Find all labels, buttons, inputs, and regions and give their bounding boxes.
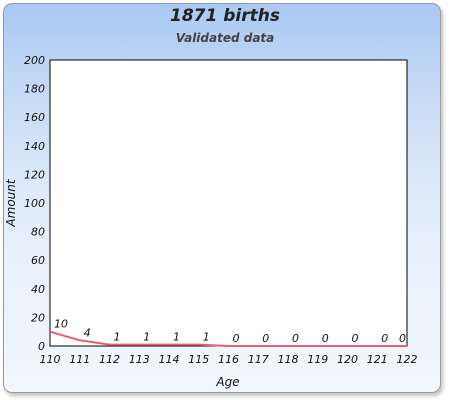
x-tick-label: 111 xyxy=(69,353,90,366)
plot-area xyxy=(49,59,408,347)
y-tick-label: 40 xyxy=(31,283,45,296)
data-label: 0 xyxy=(322,332,329,345)
y-axis-ticks: 0 20 40 60 80 100 120 140 160 180 200 xyxy=(24,54,45,353)
data-label: 0 xyxy=(262,332,269,345)
y-tick-label: 180 xyxy=(24,83,45,96)
x-tick-label: 120 xyxy=(337,353,358,366)
data-label: 1 xyxy=(203,331,210,344)
chart-title: 1871 births xyxy=(170,6,280,26)
x-tick-label: 112 xyxy=(99,353,120,366)
data-label: 0 xyxy=(292,332,299,345)
data-label: 1 xyxy=(173,331,180,344)
x-tick-label: 114 xyxy=(159,353,180,366)
chart-subtitle: Validated data xyxy=(175,31,275,45)
y-tick-label: 60 xyxy=(31,254,45,267)
data-label: 1 xyxy=(143,331,150,344)
data-label: 10 xyxy=(54,318,68,331)
series-line xyxy=(49,330,407,347)
y-tick-label: 120 xyxy=(24,168,45,181)
y-tick-label: 140 xyxy=(24,140,45,153)
x-axis-label: Age xyxy=(215,375,239,389)
x-tick-label: 119 xyxy=(307,353,328,366)
data-label: 1 xyxy=(114,331,121,344)
y-tick-label: 100 xyxy=(24,197,45,210)
data-label: 0 xyxy=(381,332,388,345)
y-tick-label: 0 xyxy=(38,340,45,353)
y-tick-label: 200 xyxy=(24,54,45,67)
data-label: 4 xyxy=(84,326,91,339)
y-axis-label: Amount xyxy=(4,178,18,227)
x-tick-label: 113 xyxy=(129,353,150,366)
data-labels: 104 1 1 1 1 0 0 0 0 0 0 0 xyxy=(54,318,406,345)
x-tick-label: 122 xyxy=(397,353,418,366)
data-label: 0 xyxy=(352,332,359,345)
data-label: 0 xyxy=(399,332,406,345)
x-tick-label: 118 xyxy=(278,353,299,366)
y-tick-label: 160 xyxy=(24,111,45,124)
y-tick-label: 80 xyxy=(31,226,45,239)
x-tick-label: 121 xyxy=(367,353,388,366)
data-label: 0 xyxy=(233,332,240,345)
x-tick-label: 117 xyxy=(248,353,269,366)
x-tick-label: 116 xyxy=(218,353,239,366)
y-tick-label: 20 xyxy=(31,311,45,324)
x-axis-ticks: 110 111 112 113 114 115 116 117 118 119 120 121 122 xyxy=(40,353,418,366)
x-tick-label: 110 xyxy=(40,353,61,366)
x-tick-label: 115 xyxy=(188,353,209,366)
